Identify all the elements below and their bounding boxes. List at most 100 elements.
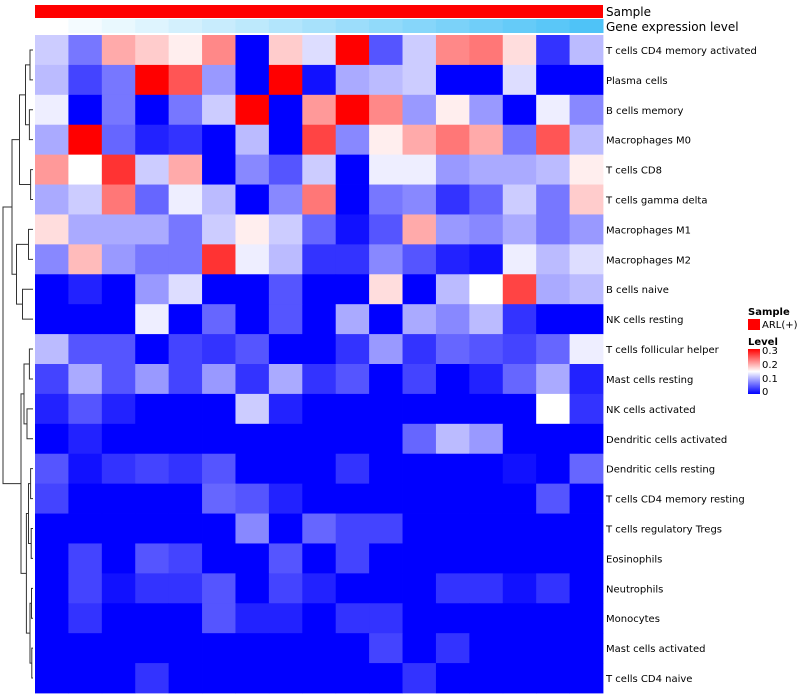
heatmap-cell (202, 154, 236, 185)
row-label: Mast cells resting (606, 375, 693, 386)
heatmap-cell (502, 603, 537, 634)
legend-sample-swatch (748, 319, 760, 330)
heatmap-cell (268, 364, 303, 395)
heatmap-cell (569, 663, 604, 694)
row-label: NK cells activated (606, 405, 696, 416)
heatmap-cell (35, 453, 69, 485)
heatmap-cell (536, 393, 570, 425)
heatmap-cell (469, 364, 504, 395)
heatmap-cell (469, 334, 504, 365)
heatmap-cell (435, 244, 470, 275)
heatmap-cell (569, 364, 604, 395)
heatmap-cell (369, 154, 403, 185)
heatmap-cell (68, 483, 103, 514)
heatmap-cell (135, 543, 170, 574)
heatmap-cell (135, 393, 170, 425)
heatmap-cell (502, 573, 537, 604)
expression-track-cell (68, 19, 103, 33)
heatmap-cell (536, 64, 570, 96)
heatmap-cell (469, 184, 504, 215)
heatmap-cell (68, 334, 103, 365)
heatmap-cell (235, 633, 270, 664)
heatmap-cell (235, 603, 270, 634)
heatmap-cell (335, 543, 370, 574)
heatmap-cell (68, 274, 103, 305)
heatmap-cell (268, 35, 303, 66)
heatmap-cell (101, 334, 136, 365)
heatmap-cell (536, 94, 570, 126)
heatmap-cell (569, 633, 604, 664)
heatmap-cell (402, 214, 437, 245)
heatmap-cell (335, 513, 370, 544)
heatmap-cell (302, 274, 337, 305)
heatmap-cell (302, 483, 337, 514)
heatmap-cell (235, 573, 270, 604)
heatmap-cell (502, 214, 537, 245)
heatmap-cell (35, 663, 69, 694)
heatmap-cell (469, 663, 504, 694)
heatmap-cell (402, 513, 437, 544)
heatmap-cell (402, 64, 437, 96)
legend: Sample ARL(+) Level 0.3 0.2 0.1 0 (748, 307, 798, 398)
sample-track-bar (35, 5, 603, 18)
expression-track-cell (202, 19, 236, 33)
heatmap-cell (402, 304, 437, 335)
heatmap-cell (369, 603, 403, 634)
heatmap-cell (135, 244, 170, 275)
heatmap-cell (469, 154, 504, 185)
row-label: NK cells resting (606, 315, 683, 326)
heatmap-cell (35, 94, 69, 126)
heatmap-cell (202, 393, 236, 425)
heatmap-cell (135, 573, 170, 604)
heatmap-cell (235, 513, 270, 544)
heatmap-cell (502, 64, 537, 96)
heatmap-cell (202, 423, 236, 455)
row-label: Neutrophils (606, 584, 663, 595)
heatmap-cell (202, 184, 236, 215)
heatmap-cell (435, 184, 470, 215)
heatmap-cell (502, 483, 537, 514)
heatmap-cell (335, 334, 370, 365)
heatmap-cell (202, 633, 236, 664)
heatmap-cell (502, 334, 537, 365)
heatmap-cell (335, 304, 370, 335)
row-label: T cells CD4 memory activated (605, 46, 757, 57)
dendrogram-branch (30, 528, 33, 559)
heatmap-cell (268, 184, 303, 215)
heatmap-cell (202, 483, 236, 514)
heatmap-cell (135, 35, 170, 66)
heatmap-cell (168, 304, 203, 335)
heatmap-cell (335, 453, 370, 485)
heatmap-cell (35, 214, 69, 245)
heatmap-cell (402, 184, 437, 215)
heatmap-cell (235, 64, 270, 96)
heatmap-cell (168, 663, 203, 694)
heatmap-cell (369, 393, 403, 425)
heatmap-cell (435, 573, 470, 604)
heatmap-cell (335, 184, 370, 215)
heatmap-cell (168, 64, 203, 96)
heatmap-cell (35, 304, 69, 335)
heatmap-cell (335, 423, 370, 455)
expression-track-cell (302, 19, 337, 33)
row-label: Mast cells activated (606, 644, 705, 655)
heatmap-cell (369, 214, 403, 245)
heatmap-cell (168, 94, 203, 126)
heatmap-cell (335, 94, 370, 126)
row-label: Monocytes (606, 614, 660, 625)
heatmap-cell (469, 423, 504, 455)
heatmap-cell (35, 274, 69, 305)
heatmap-cell (268, 244, 303, 275)
heatmap-cell (536, 573, 570, 604)
expression-track-cell (235, 19, 270, 33)
heatmap-cell (135, 453, 170, 485)
heatmap-cell (402, 274, 437, 305)
heatmap-cell (335, 603, 370, 634)
heatmap-cell (435, 513, 470, 544)
dendrogram-branch (11, 139, 20, 275)
heatmap-cell (101, 573, 136, 604)
heatmap-cell (302, 633, 337, 664)
heatmap-cell (35, 483, 69, 514)
heatmap-cell (536, 124, 570, 156)
legend-tick: 0.3 (762, 346, 778, 357)
